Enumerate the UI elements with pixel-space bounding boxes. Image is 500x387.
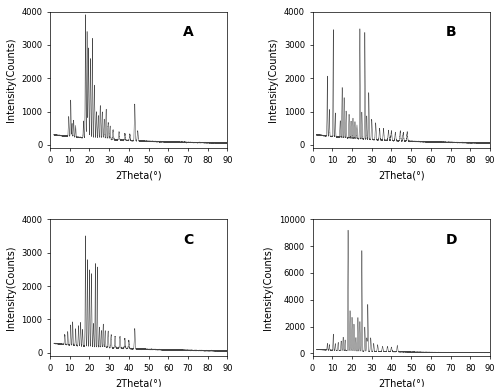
Y-axis label: Intensity(Counts): Intensity(Counts) <box>263 245 273 330</box>
Y-axis label: Intensity(Counts): Intensity(Counts) <box>6 245 16 330</box>
Text: D: D <box>446 233 457 247</box>
Y-axis label: Intensity(Counts): Intensity(Counts) <box>268 38 278 122</box>
X-axis label: 2Theta(°): 2Theta(°) <box>378 171 424 180</box>
Y-axis label: Intensity(Counts): Intensity(Counts) <box>6 38 16 122</box>
X-axis label: 2Theta(°): 2Theta(°) <box>116 378 162 387</box>
Text: B: B <box>446 25 456 39</box>
Text: A: A <box>183 25 194 39</box>
Text: C: C <box>183 233 194 247</box>
X-axis label: 2Theta(°): 2Theta(°) <box>116 171 162 180</box>
X-axis label: 2Theta(°): 2Theta(°) <box>378 378 424 387</box>
